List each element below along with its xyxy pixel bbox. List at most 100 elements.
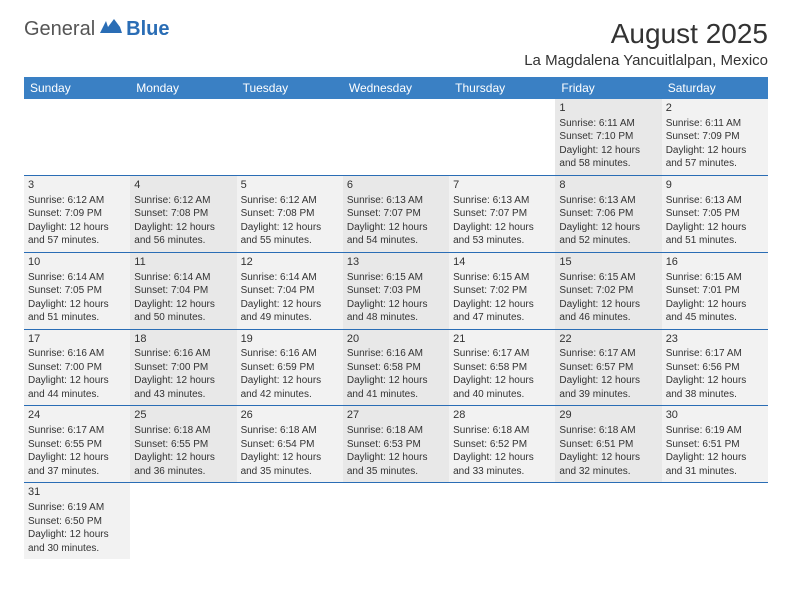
sunrise-text: Sunrise: 6:11 AM — [559, 117, 657, 131]
day-header: Tuesday — [237, 77, 343, 99]
calendar-header-row: SundayMondayTuesdayWednesdayThursdayFrid… — [24, 77, 768, 99]
day-number: 16 — [666, 255, 764, 270]
day-number: 5 — [241, 178, 339, 193]
calendar-body: 1Sunrise: 6:11 AMSunset: 7:10 PM Daylight… — [24, 99, 768, 559]
daylight-text: Daylight: 12 hours and 49 minutes. — [241, 298, 339, 325]
calendar-cell: 7Sunrise: 6:13 AMSunset: 7:07 PMDaylight… — [449, 175, 555, 252]
page-title: August 2025 — [524, 18, 768, 50]
day-header: Friday — [555, 77, 661, 99]
day-number: 13 — [347, 255, 445, 270]
calendar-cell: 23Sunrise: 6:17 AMSunset: 6:56 PMDayligh… — [662, 329, 768, 406]
sunset-text: Sunset: 6:55 PM — [134, 438, 232, 452]
sunset-text: Sunset: 7:08 PM — [241, 207, 339, 221]
daylight-text: Daylight: 12 hours and 40 minutes. — [453, 374, 551, 401]
sunset-text: Sunset: 6:55 PM — [28, 438, 126, 452]
sunset-text: Sunset: 7:01 PM — [666, 284, 764, 298]
daylight-text: Daylight: 12 hours and 44 minutes. — [28, 374, 126, 401]
sunrise-text: Sunrise: 6:19 AM — [28, 501, 126, 515]
day-number: 10 — [28, 255, 126, 270]
calendar-cell: 14Sunrise: 6:15 AMSunset: 7:02 PMDayligh… — [449, 252, 555, 329]
sunset-text: Sunset: 6:54 PM — [241, 438, 339, 452]
sunset-text: Sunset: 7:04 PM — [241, 284, 339, 298]
sunrise-text: Sunrise: 6:13 AM — [559, 194, 657, 208]
sunset-text: Sunset: 7:00 PM — [28, 361, 126, 375]
day-number: 22 — [559, 332, 657, 347]
day-header: Wednesday — [343, 77, 449, 99]
day-number: 17 — [28, 332, 126, 347]
sunrise-text: Sunrise: 6:15 AM — [559, 271, 657, 285]
empty-cell — [662, 483, 768, 559]
sunrise-text: Sunrise: 6:12 AM — [241, 194, 339, 208]
calendar-cell: 11Sunrise: 6:14 AMSunset: 7:04 PMDayligh… — [130, 252, 236, 329]
sunset-text: Sunset: 6:53 PM — [347, 438, 445, 452]
day-number: 26 — [241, 408, 339, 423]
day-number: 23 — [666, 332, 764, 347]
sunrise-text: Sunrise: 6:15 AM — [666, 271, 764, 285]
day-header: Saturday — [662, 77, 768, 99]
day-number: 18 — [134, 332, 232, 347]
sunrise-text: Sunrise: 6:16 AM — [347, 347, 445, 361]
day-number: 6 — [347, 178, 445, 193]
sunset-text: Sunset: 6:50 PM — [28, 515, 126, 529]
daylight-text: Daylight: 12 hours and 30 minutes. — [28, 528, 126, 555]
day-number: 21 — [453, 332, 551, 347]
daylight-text: Daylight: 12 hours and 56 minutes. — [134, 221, 232, 248]
sunrise-text: Sunrise: 6:17 AM — [453, 347, 551, 361]
sunset-text: Sunset: 7:07 PM — [347, 207, 445, 221]
sunset-text: Sunset: 6:51 PM — [666, 438, 764, 452]
logo: General Blue — [24, 18, 170, 41]
day-number: 29 — [559, 408, 657, 423]
sunset-text: Sunset: 7:00 PM — [134, 361, 232, 375]
empty-cell — [343, 483, 449, 559]
header: General Blue August 2025 La Magdalena Ya… — [24, 18, 768, 69]
logo-text-1: General — [24, 18, 95, 41]
flag-icon — [100, 18, 122, 41]
sunset-text: Sunset: 7:05 PM — [666, 207, 764, 221]
daylight-text: Daylight: 12 hours and 57 minutes. — [666, 144, 764, 171]
day-number: 20 — [347, 332, 445, 347]
day-number: 31 — [28, 485, 126, 500]
calendar-cell: 28Sunrise: 6:18 AMSunset: 6:52 PMDayligh… — [449, 406, 555, 483]
empty-cell — [130, 483, 236, 559]
daylight-text: Daylight: 12 hours and 41 minutes. — [347, 374, 445, 401]
daylight-text: Daylight: 12 hours and 37 minutes. — [28, 451, 126, 478]
sunset-text: Sunset: 6:59 PM — [241, 361, 339, 375]
daylight-text: Daylight: 12 hours and 52 minutes. — [559, 221, 657, 248]
sunrise-text: Sunrise: 6:15 AM — [453, 271, 551, 285]
calendar-cell: 27Sunrise: 6:18 AMSunset: 6:53 PMDayligh… — [343, 406, 449, 483]
calendar-cell: 9Sunrise: 6:13 AMSunset: 7:05 PMDaylight… — [662, 175, 768, 252]
sunset-text: Sunset: 6:57 PM — [559, 361, 657, 375]
empty-cell — [555, 483, 661, 559]
sunrise-text: Sunrise: 6:14 AM — [241, 271, 339, 285]
sunset-text: Sunset: 6:58 PM — [347, 361, 445, 375]
calendar-cell: 20Sunrise: 6:16 AMSunset: 6:58 PMDayligh… — [343, 329, 449, 406]
day-number: 1 — [559, 101, 657, 116]
sunset-text: Sunset: 7:05 PM — [28, 284, 126, 298]
sunrise-text: Sunrise: 6:17 AM — [28, 424, 126, 438]
daylight-text: Daylight: 12 hours and 45 minutes. — [666, 298, 764, 325]
sunset-text: Sunset: 6:52 PM — [453, 438, 551, 452]
daylight-text: Daylight: 12 hours and 51 minutes. — [666, 221, 764, 248]
calendar-cell: 4Sunrise: 6:12 AMSunset: 7:08 PMDaylight… — [130, 175, 236, 252]
sunset-text: Sunset: 6:56 PM — [666, 361, 764, 375]
day-number: 24 — [28, 408, 126, 423]
sunrise-text: Sunrise: 6:18 AM — [241, 424, 339, 438]
empty-cell — [237, 483, 343, 559]
day-number: 4 — [134, 178, 232, 193]
day-number: 11 — [134, 255, 232, 270]
calendar-cell: 16Sunrise: 6:15 AMSunset: 7:01 PMDayligh… — [662, 252, 768, 329]
day-number: 28 — [453, 408, 551, 423]
sunset-text: Sunset: 7:02 PM — [453, 284, 551, 298]
calendar-cell: 29Sunrise: 6:18 AMSunset: 6:51 PMDayligh… — [555, 406, 661, 483]
daylight-text: Daylight: 12 hours and 39 minutes. — [559, 374, 657, 401]
daylight-text: Daylight: 12 hours and 51 minutes. — [28, 298, 126, 325]
calendar-cell: 15Sunrise: 6:15 AMSunset: 7:02 PMDayligh… — [555, 252, 661, 329]
calendar-cell: 19Sunrise: 6:16 AMSunset: 6:59 PMDayligh… — [237, 329, 343, 406]
calendar-cell: 22Sunrise: 6:17 AMSunset: 6:57 PMDayligh… — [555, 329, 661, 406]
calendar-cell: 6Sunrise: 6:13 AMSunset: 7:07 PMDaylight… — [343, 175, 449, 252]
daylight-text: Daylight: 12 hours and 46 minutes. — [559, 298, 657, 325]
sunrise-text: Sunrise: 6:18 AM — [453, 424, 551, 438]
empty-cell — [449, 99, 555, 175]
sunrise-text: Sunrise: 6:13 AM — [666, 194, 764, 208]
sunset-text: Sunset: 7:10 PM — [559, 130, 657, 144]
